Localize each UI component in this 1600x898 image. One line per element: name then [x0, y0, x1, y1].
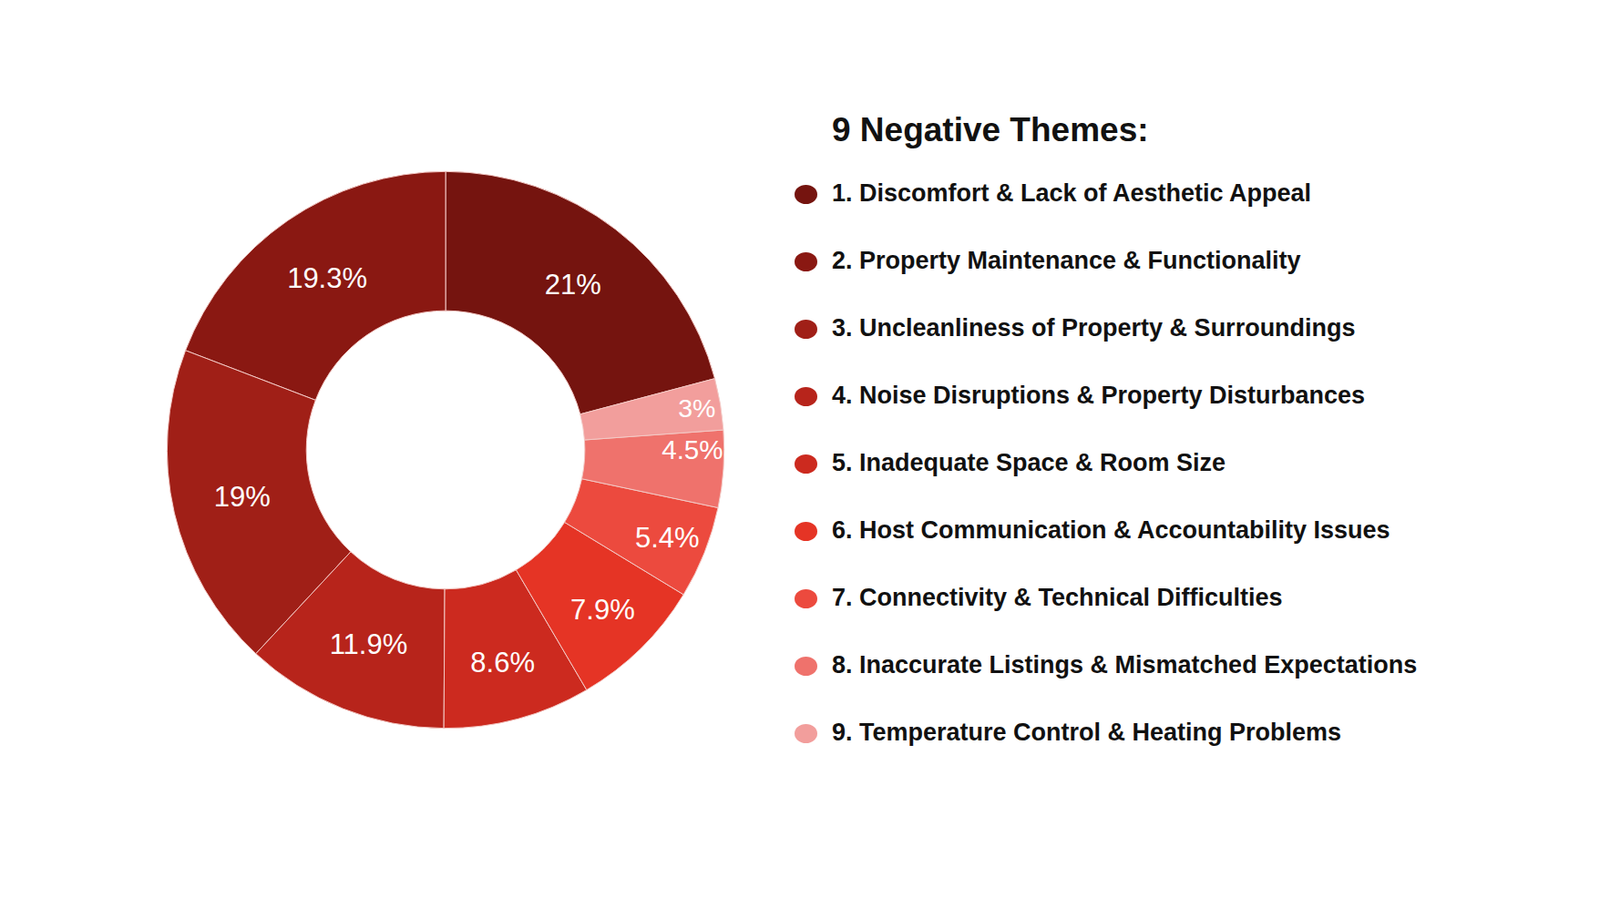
svg-text:19%: 19%	[214, 481, 271, 513]
html-text:9 Negative Themes:: 9 Negative Themes:	[831, 111, 1149, 149]
html-text:4. Noise Disruptions & Propert: 4. Noise Disruptions & Property Disturba…	[831, 381, 1366, 410]
html-text:2. Property Maintenance & Func: 2. Property Maintenance & Functionality	[831, 246, 1301, 275]
svg-text:8.6%: 8.6%	[470, 646, 535, 679]
svg-text:11.9%: 11.9%	[329, 628, 409, 661]
svg-text:5.4%: 5.4%	[635, 522, 700, 554]
html-text:6. Host Communication & Accoun: 6. Host Communication & Accountability I…	[831, 516, 1391, 544]
html-text:1. Discomfort & Lack of Aesthe: 1. Discomfort & Lack of Aesthetic Appeal	[831, 179, 1312, 207]
svg-text:3%: 3%	[677, 393, 716, 423]
html-text:9. Temperature Control & Heati: 9. Temperature Control & Heating Problem…	[831, 718, 1342, 747]
html-text:7. Connectivity & Technical Di: 7. Connectivity & Technical Difficulties	[831, 584, 1283, 612]
svg-text:4.5%: 4.5%	[661, 434, 723, 465]
svg-text:21%: 21%	[544, 268, 602, 301]
html-text:5. Inadequate Space & Room Siz: 5. Inadequate Space & Room Size	[831, 449, 1226, 477]
svg-text:19.3%: 19.3%	[287, 262, 368, 295]
svg-text:7.9%: 7.9%	[570, 594, 636, 626]
html-text:3. Uncleanliness of Property &: 3. Uncleanliness of Property & Surroundi…	[831, 314, 1356, 342]
html-text:8. Inaccurate Listings & Misma: 8. Inaccurate Listings & Mismatched Expe…	[831, 651, 1418, 679]
